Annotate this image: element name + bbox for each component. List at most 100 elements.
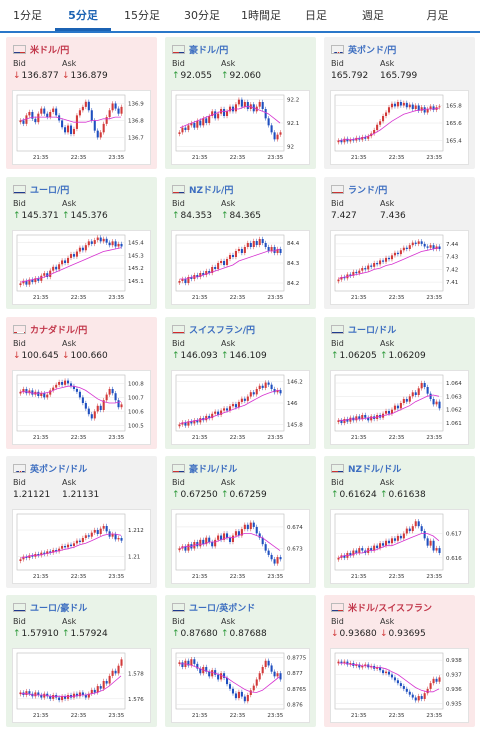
ask-label: Ask <box>380 199 395 208</box>
mini-chart[interactable]: 165.8 165.6 165.4 21:35 22:35 23:35 <box>330 90 469 165</box>
flag-icon <box>172 463 185 473</box>
mini-chart[interactable]: 0.617 0.616 21:35 22:35 23:35 <box>330 509 469 584</box>
pair-header: ユーロ/ドル <box>331 322 468 336</box>
candle-body <box>358 270 361 274</box>
candle-body <box>102 238 105 242</box>
candle-body <box>108 110 111 118</box>
currency-card[interactable]: 米ドル/スイスフラン Bid Ask ↓ 0.93680 ↓ 0.93695 0.938 0.9… <box>324 595 475 727</box>
candle-body <box>405 247 408 249</box>
mini-chart[interactable]: 136.9 136.8 136.7 21:35 22:35 23:35 <box>12 90 151 165</box>
currency-card[interactable]: ユーロ/円 Bid Ask ↑ 145.371 ↑ 145.376 145.4 145.3 145… <box>6 177 157 309</box>
candle-body <box>58 264 61 270</box>
currency-card[interactable]: 米ドル/円 Bid Ask ↓ 136.877 ↓ 136.879 136.9 136.8 136… <box>6 37 157 169</box>
candle-body <box>399 535 402 539</box>
currency-card[interactable]: NZドル/ドル Bid Ask ↑ 0.61624 ↑ 0.61638 0.617 0.616 2… <box>324 456 475 588</box>
candle-body <box>376 263 379 265</box>
pair-name[interactable]: 英ポンド/円 <box>348 45 397 56</box>
tab-6[interactable]: 日足 <box>305 9 327 22</box>
pair-name[interactable]: 米ドル/スイスフラン <box>348 603 433 614</box>
candle-body <box>75 389 78 392</box>
mini-chart[interactable]: 146.2 146 145.8 21:35 22:35 23:35 <box>171 370 310 445</box>
candle-body <box>190 123 193 126</box>
pair-name[interactable]: ユーロ/円 <box>30 185 70 196</box>
pair-name[interactable]: カナダドル/円 <box>30 325 88 336</box>
mini-chart[interactable]: 0.938 0.937 0.936 0.935 21:35 22:35 23:35 <box>330 648 469 723</box>
pair-name[interactable]: 豪ドル/ドル <box>189 464 238 475</box>
currency-card[interactable]: ユーロ/ドル Bid Ask ↑ 1.06205 ↑ 1.06209 1.064 1.063 1.… <box>324 317 475 449</box>
mini-chart[interactable]: 7.44 7.43 7.42 7.41 21:35 22:35 23:35 <box>330 230 469 305</box>
moving-average-line <box>21 675 122 697</box>
candle-body <box>361 415 364 419</box>
price-labels: Bid Ask <box>172 199 309 209</box>
candle-body <box>31 279 34 283</box>
moving-average-line <box>21 385 122 404</box>
pair-name[interactable]: ユーロ/ドル <box>348 325 397 336</box>
candle-body <box>382 543 385 546</box>
mini-chart[interactable]: 0.674 0.673 21:35 22:35 23:35 <box>171 509 310 584</box>
currency-card[interactable]: 英ポンド/ドル Bid Ask 1.21121 1.21131 1.212 1.21 21:3… <box>6 456 157 588</box>
mini-chart[interactable]: 1.064 1.063 1.062 1.061 21:35 22:35 23:35 <box>330 370 469 445</box>
candle-body <box>66 257 70 263</box>
candle-body <box>373 130 376 134</box>
y-tick-label: 0.674 <box>287 525 303 531</box>
flag-icon <box>13 44 26 54</box>
mini-chart[interactable]: 84.4 84.3 84.2 21:35 22:35 23:35 <box>171 230 310 305</box>
candle-body <box>337 661 340 664</box>
bid-label: Bid <box>331 199 344 208</box>
candle-body <box>411 694 414 698</box>
tab-8[interactable]: 月足 <box>426 9 449 22</box>
tab-4[interactable]: 30分足 <box>184 9 220 22</box>
candle-body <box>376 124 379 130</box>
pair-name[interactable]: ランド/円 <box>348 185 388 196</box>
currency-card[interactable]: ユーロ/豪ドル Bid Ask ↑ 1.57910 ↑ 1.57924 1.578 1.576 2… <box>6 595 157 727</box>
mini-chart[interactable]: 145.4 145.3 145.2 145.1 21:35 22:35 23:35 <box>12 230 151 305</box>
currency-card[interactable]: カナダドル/円 Bid Ask ↓ 100.645 ↓ 100.660 100.8 100.7 1… <box>6 317 157 449</box>
pair-name[interactable]: NZドル/円 <box>189 185 234 196</box>
candle-body <box>399 250 402 255</box>
candle-body <box>361 548 364 551</box>
y-tick-label: 84.2 <box>287 281 299 287</box>
candle-body <box>81 106 84 111</box>
pair-name[interactable]: 米ドル/円 <box>30 45 70 56</box>
tab-5[interactable]: 1時間足 <box>241 9 281 22</box>
pair-name[interactable]: ユーロ/英ポンド <box>189 603 256 614</box>
candle-body <box>25 691 28 695</box>
currency-card[interactable]: スイスフラン/円 Bid Ask ↑ 146.093 ↑ 146.109 146.2 146 14… <box>165 317 316 449</box>
pair-name[interactable]: 英ポンド/ドル <box>30 464 88 475</box>
flag-icon <box>172 602 185 612</box>
currency-card[interactable]: 英ポンド/円 Bid Ask 165.792 165.799 165.8 165.6 165.… <box>324 37 475 169</box>
pair-name[interactable]: ユーロ/豪ドル <box>30 603 88 614</box>
candle-body <box>211 542 214 547</box>
currency-card[interactable]: NZドル/円 Bid Ask ↑ 84.353 ↑ 84.365 84.4 84.3 84.2 21… <box>165 177 316 309</box>
mini-chart[interactable]: 100.8 100.7 100.6 100.5 21:35 22:35 23:35 <box>12 370 151 445</box>
tab-2[interactable]: 5分足 <box>55 0 111 31</box>
mini-chart[interactable]: 1.212 1.21 21:35 22:35 23:35 <box>12 509 151 584</box>
x-tick-label: 23:35 <box>108 295 124 301</box>
candle-body <box>367 265 370 270</box>
pair-name[interactable]: NZドル/ドル <box>348 464 402 475</box>
pair-name[interactable]: スイスフラン/円 <box>189 325 256 336</box>
mini-chart[interactable]: 0.8775 0.877 0.8765 0.876 21:35 22:35 23:35 <box>171 648 310 723</box>
candle-body <box>96 530 99 534</box>
candle-body <box>402 533 405 539</box>
tab-7[interactable]: 週足 <box>362 9 384 22</box>
currency-card[interactable]: 豪ドル/ドル Bid Ask ↑ 0.67250 ↑ 0.67259 0.674 0.673 21… <box>165 456 316 588</box>
pair-header: 米ドル/円 <box>13 42 150 56</box>
tab-1[interactable]: 1分足 <box>13 9 42 22</box>
candle-body <box>240 398 243 402</box>
tab-3[interactable]: 15分足 <box>124 9 160 22</box>
currency-card[interactable]: 豪ドル/円 Bid Ask ↑ 92.055 ↑ 92.060 92.2 92.1 92 21:35… <box>165 37 316 169</box>
currency-card[interactable]: ユーロ/英ポンド Bid Ask ↑ 0.87680 ↑ 0.87688 0.8775 0.87… <box>165 595 316 727</box>
mini-chart[interactable]: 1.578 1.576 21:35 22:35 23:35 <box>12 648 151 723</box>
up-arrow-icon: ↑ <box>62 211 70 221</box>
mini-chart[interactable]: 92.2 92.1 92 21:35 22:35 23:35 <box>171 90 310 165</box>
candle-body <box>199 273 202 277</box>
candle-body <box>78 391 81 398</box>
x-tick-label: 23:35 <box>108 435 124 441</box>
price-labels: Bid Ask <box>331 199 468 209</box>
price-labels: Bid Ask <box>331 617 468 627</box>
currency-card[interactable]: ランド/円 Bid Ask 7.427 7.436 7.44 7.43 7.42 7.41 21:… <box>324 177 475 309</box>
flag-icon <box>13 602 26 612</box>
candle-body <box>399 403 402 409</box>
pair-name[interactable]: 豪ドル/円 <box>189 45 229 56</box>
